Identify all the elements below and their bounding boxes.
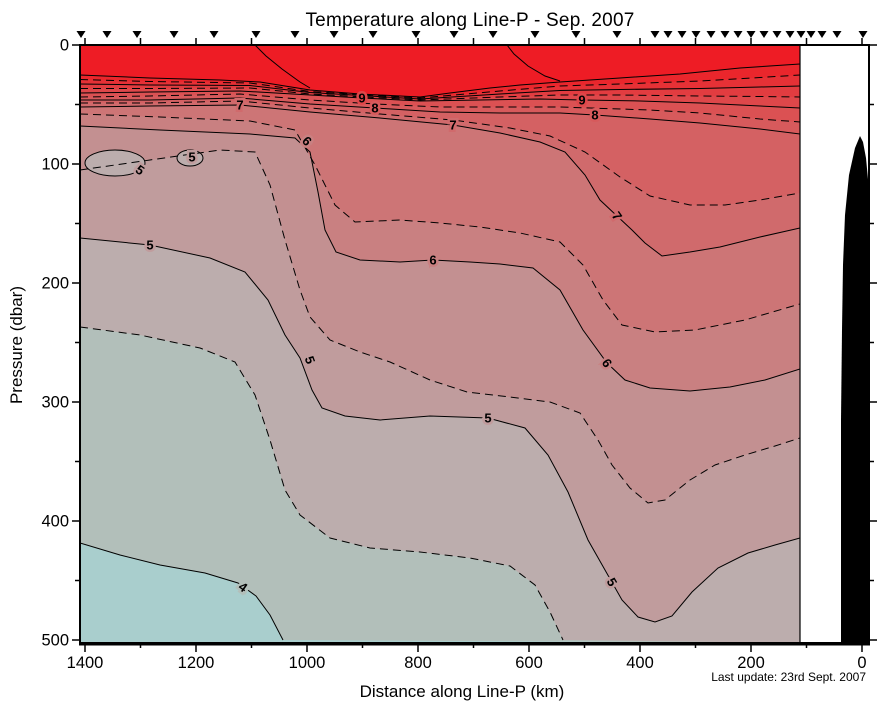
contour-line bbox=[80, 93, 800, 123]
y-tick-label: 0 bbox=[60, 37, 69, 55]
y-axis-title: Pressure (dbar) bbox=[7, 285, 26, 405]
contour-line bbox=[506, 45, 561, 82]
contour-line bbox=[254, 45, 311, 89]
station-triangle-icon bbox=[720, 31, 730, 38]
station-triangle-icon bbox=[329, 31, 339, 38]
station-triangle-icon bbox=[677, 31, 687, 38]
station-triangle-icon bbox=[733, 31, 743, 38]
axis-ticks bbox=[72, 38, 877, 652]
contour-line bbox=[80, 63, 800, 98]
station-triangle-icon bbox=[102, 31, 112, 38]
station-triangle-icon bbox=[650, 31, 660, 38]
contour-label: 5 bbox=[146, 238, 153, 253]
contour-line bbox=[80, 104, 800, 257]
station-triangle-icon bbox=[759, 31, 769, 38]
plot-frame bbox=[79, 44, 870, 646]
contour-line bbox=[80, 74, 800, 99]
contour-label: 9 bbox=[578, 93, 585, 108]
y-tick-label: 100 bbox=[41, 156, 69, 174]
station-triangle-icon bbox=[530, 31, 540, 38]
contour-line bbox=[80, 97, 800, 135]
station-triangle-icon bbox=[449, 31, 459, 38]
contour-label: 7 bbox=[449, 118, 456, 133]
station-triangle-icon bbox=[488, 31, 498, 38]
station-triangle-icon bbox=[663, 31, 673, 38]
contour-line bbox=[80, 149, 800, 504]
station-triangle-icon bbox=[832, 31, 842, 38]
chart-title: Temperature along Line-P - Sep. 2007 bbox=[305, 10, 635, 31]
station-triangle-icon bbox=[858, 31, 868, 38]
closed-contour-blob bbox=[176, 149, 204, 167]
contour-lines bbox=[80, 45, 800, 641]
contour-label: 5 bbox=[188, 150, 195, 165]
axis-tick-labels: 1400 1200 1000 800 600 400 200 0 0 100 200 300 400 50… bbox=[41, 37, 866, 673]
station-triangle-icon bbox=[76, 31, 86, 38]
station-triangle-icon bbox=[706, 31, 716, 38]
station-markers bbox=[76, 31, 868, 38]
contour-line bbox=[80, 90, 800, 109]
x-axis-title: Distance along Line-P (km) bbox=[359, 682, 565, 701]
temperature-bands bbox=[80, 45, 800, 643]
contour-label: 8 bbox=[371, 101, 378, 116]
x-tick-label: 0 bbox=[857, 654, 866, 672]
contour-line bbox=[80, 237, 800, 623]
station-triangle-icon bbox=[411, 31, 421, 38]
contour-label: 8 bbox=[591, 108, 598, 123]
closed-contour-blob bbox=[84, 149, 146, 177]
x-tick-label: 1000 bbox=[289, 654, 326, 672]
station-triangle-icon bbox=[785, 31, 795, 38]
contour-line bbox=[80, 100, 800, 206]
station-triangle-icon bbox=[691, 31, 701, 38]
last-update-note: Last update: 23rd Sept. 2007 bbox=[711, 670, 866, 684]
contour-line bbox=[80, 326, 564, 641]
bathymetry-silhouette bbox=[841, 136, 869, 643]
station-triangle-icon bbox=[817, 31, 827, 38]
station-triangle-icon bbox=[169, 31, 179, 38]
contour-label: 5 bbox=[484, 411, 491, 426]
contour-line bbox=[80, 83, 800, 100]
y-tick-label: 300 bbox=[41, 394, 69, 412]
y-tick-label: 500 bbox=[41, 632, 69, 650]
station-triangle-icon bbox=[209, 31, 219, 38]
station-triangle-icon bbox=[571, 31, 581, 38]
contour-label: 9 bbox=[358, 91, 365, 106]
x-tick-label: 1200 bbox=[178, 654, 215, 672]
y-tick-label: 200 bbox=[41, 275, 69, 293]
station-triangle-icon bbox=[746, 31, 756, 38]
x-tick-label: 200 bbox=[737, 654, 765, 672]
contour-line bbox=[80, 542, 284, 641]
contour-line bbox=[80, 87, 800, 101]
x-tick-label: 1400 bbox=[67, 654, 104, 672]
station-triangle-icon bbox=[132, 31, 142, 38]
x-tick-label: 400 bbox=[626, 654, 654, 672]
station-triangle-icon bbox=[796, 31, 806, 38]
station-triangle-icon bbox=[368, 31, 378, 38]
contour-label: 6 bbox=[429, 253, 436, 268]
station-triangle-icon bbox=[290, 31, 300, 38]
x-tick-label: 600 bbox=[515, 654, 543, 672]
station-triangle-icon bbox=[612, 31, 622, 38]
station-triangle-icon bbox=[251, 31, 261, 38]
station-triangle-icon bbox=[772, 31, 782, 38]
station-triangle-icon bbox=[806, 31, 816, 38]
contour-label: 7 bbox=[236, 98, 243, 113]
x-tick-label: 800 bbox=[404, 654, 432, 672]
y-tick-label: 400 bbox=[41, 513, 69, 531]
